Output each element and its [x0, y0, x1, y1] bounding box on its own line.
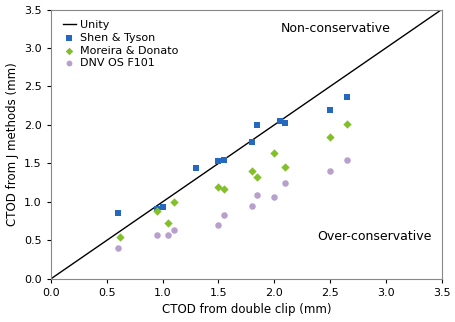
DNV OS F101	[114, 245, 121, 251]
X-axis label: CTOD from double clip (mm): CTOD from double clip (mm)	[161, 303, 330, 317]
Y-axis label: CTOD from J methods (mm): CTOD from J methods (mm)	[5, 62, 19, 226]
Moreira & Donato	[270, 151, 277, 156]
Moreira & Donato	[164, 220, 172, 225]
DNV OS F101	[164, 232, 172, 238]
Moreira & Donato	[342, 122, 349, 127]
DNV OS F101	[220, 213, 227, 218]
Text: Over-conservative: Over-conservative	[317, 230, 431, 243]
Shen & Tyson	[114, 210, 121, 215]
Moreira & Donato	[220, 186, 227, 191]
Shen & Tyson	[192, 166, 199, 171]
DNV OS F101	[214, 223, 222, 228]
Shen & Tyson	[248, 139, 255, 145]
Moreira & Donato	[281, 165, 288, 170]
Text: Non-conservative: Non-conservative	[280, 22, 389, 35]
DNV OS F101	[342, 157, 349, 162]
DNV OS F101	[281, 180, 288, 185]
DNV OS F101	[253, 193, 261, 198]
DNV OS F101	[326, 168, 333, 174]
Moreira & Donato	[248, 168, 255, 174]
Shen & Tyson	[214, 158, 222, 164]
Moreira & Donato	[116, 234, 123, 239]
Shen & Tyson	[326, 107, 333, 112]
Shen & Tyson	[281, 121, 288, 126]
Shen & Tyson	[158, 205, 166, 210]
Shen & Tyson	[220, 157, 227, 162]
DNV OS F101	[170, 227, 177, 232]
Shen & Tyson	[275, 118, 283, 124]
Moreira & Donato	[153, 209, 160, 214]
Shen & Tyson	[153, 206, 160, 212]
DNV OS F101	[270, 195, 277, 200]
Moreira & Donato	[214, 184, 222, 189]
Shen & Tyson	[342, 94, 349, 99]
Legend: Unity, Shen & Tyson, Moreira & Donato, DNV OS F101: Unity, Shen & Tyson, Moreira & Donato, D…	[60, 18, 181, 71]
DNV OS F101	[248, 203, 255, 208]
Moreira & Donato	[170, 199, 177, 204]
Shen & Tyson	[253, 122, 261, 128]
Moreira & Donato	[326, 135, 333, 140]
Moreira & Donato	[253, 175, 261, 180]
DNV OS F101	[153, 232, 160, 238]
